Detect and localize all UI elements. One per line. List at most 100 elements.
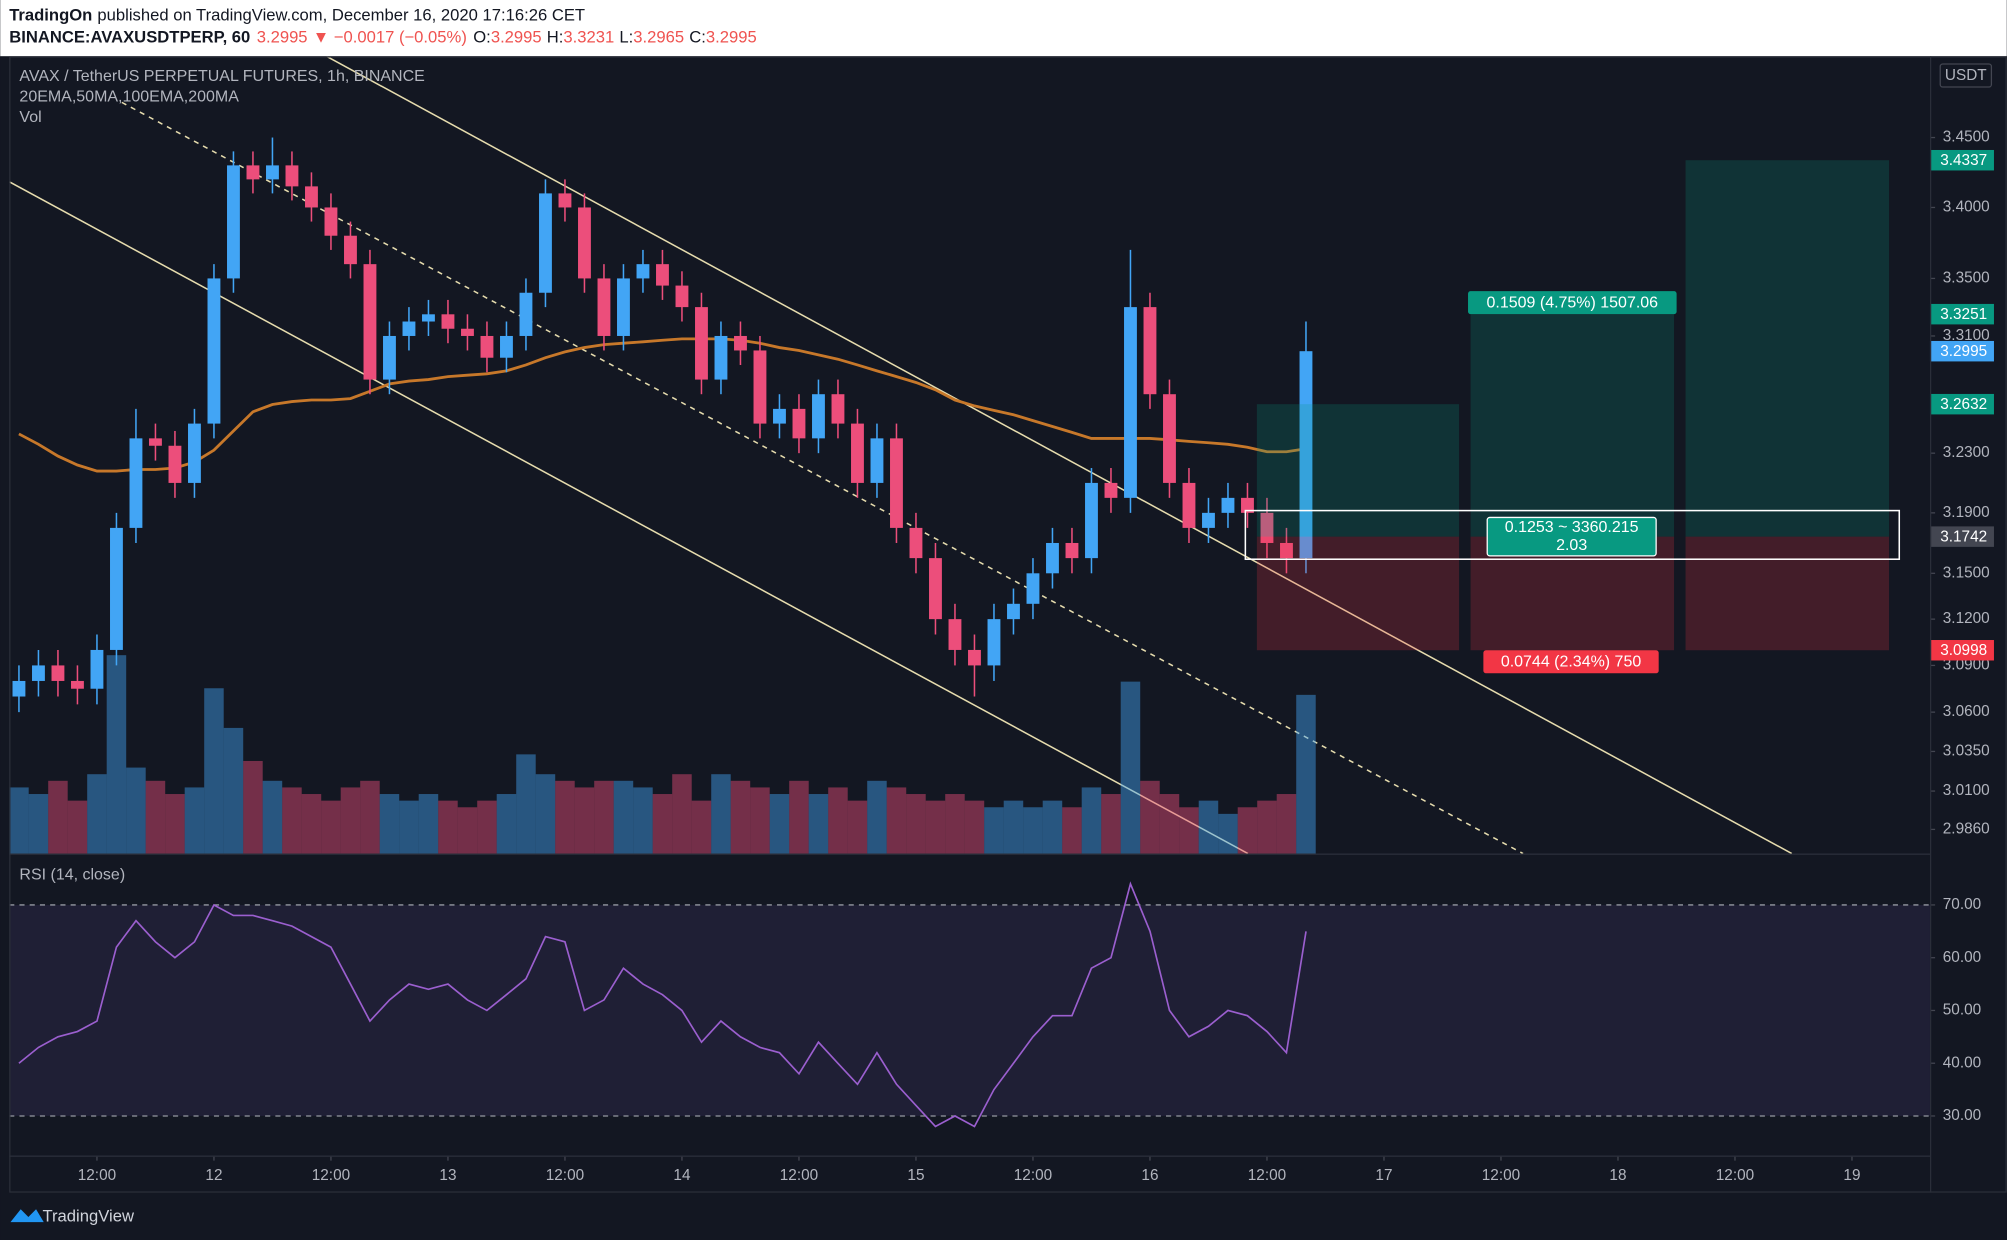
volume-bar (886, 787, 907, 854)
symbol-legend: AVAX / TetherUS PERPETUAL FUTURES, 1h, B… (19, 68, 424, 85)
target-label-bg (1468, 291, 1677, 315)
volume-bar (67, 800, 88, 854)
entry-label-bg (1486, 516, 1657, 557)
volume-bar (1218, 813, 1238, 854)
candle-body (422, 314, 435, 322)
candle-body (753, 350, 767, 424)
volume-bar (769, 794, 790, 854)
volume-bar (574, 787, 595, 854)
candle-body (597, 278, 611, 336)
candle-body (578, 207, 591, 279)
x-tick-label: 17 (1375, 1167, 1392, 1184)
candle-body (285, 165, 299, 187)
x-tick-label: 12:00 (1482, 1167, 1520, 1184)
volume-bar (243, 760, 263, 854)
stop-zone (1685, 536, 1890, 651)
ohlc-key: O: (473, 28, 491, 47)
main-pane (9, 56, 1890, 854)
candle-body (266, 165, 279, 180)
x-tick-label: 12 (205, 1167, 222, 1184)
volume-bar (1276, 794, 1297, 854)
volume-bar (1120, 681, 1141, 854)
price-tag-bg (1929, 340, 1994, 362)
volume-bar (126, 767, 146, 854)
x-tick-label: 18 (1609, 1167, 1626, 1184)
candle-body (1143, 307, 1157, 395)
candle-body (734, 335, 747, 351)
price-tag: 3.2995 (1940, 343, 1987, 360)
y-tick-label: 50.00 (1943, 1002, 1981, 1019)
ohlc-key: H: (547, 28, 564, 47)
volume-bar (964, 800, 985, 854)
stop-label: 0.0744 (2.34%) 750 (1501, 654, 1642, 671)
author: TradingOn (9, 6, 92, 25)
volume-bar (321, 800, 341, 854)
price-tag: 3.2632 (1940, 396, 1987, 413)
candle-body (1299, 351, 1313, 559)
y-tick-label: 2.9860 (1943, 820, 1990, 837)
candle-body (71, 680, 84, 689)
volume-bar (457, 807, 478, 854)
candle-body (909, 527, 923, 559)
y-tick-label: 3.2300 (1943, 444, 1990, 461)
candle-body (168, 445, 182, 483)
rsi-band (9, 904, 1930, 1116)
selection-box (1244, 509, 1901, 560)
chart-bg (0, 56, 2007, 1240)
y-tick-label: 40.00 (1943, 1054, 1981, 1071)
currency-label: USDT (1945, 67, 1987, 84)
x-tick-label: 12:00 (312, 1167, 350, 1184)
entry-label: 2.03 (1556, 537, 1587, 554)
volume-bar (477, 800, 497, 854)
candle-body (1221, 497, 1235, 513)
volume-bar (282, 787, 302, 854)
candle-body (968, 649, 981, 666)
volume-bar (1140, 780, 1160, 854)
volume-bar (594, 780, 614, 854)
y-tick-label: 3.1500 (1943, 564, 1990, 581)
ohlc-key: C: (689, 28, 706, 47)
candle-body (831, 394, 845, 424)
candle-body (1280, 542, 1293, 559)
candle-body (1241, 497, 1254, 513)
candle-body (246, 165, 260, 180)
x-tick-label: 12:00 (780, 1167, 818, 1184)
candle-body (110, 527, 123, 650)
volume-bar (204, 688, 224, 854)
y-tick-label: 3.1900 (1943, 504, 1990, 521)
ohlc-key: L: (619, 28, 633, 47)
candle-body (675, 285, 689, 308)
candle-body (695, 307, 708, 380)
stop-zone (1256, 536, 1460, 651)
target-zone (1470, 314, 1675, 537)
y-tick-label: 70.00 (1943, 896, 1981, 913)
currency-button[interactable] (1939, 63, 1993, 88)
candle-body (890, 438, 903, 528)
candle-body (51, 665, 65, 681)
candle-body (1104, 482, 1118, 498)
candle-body (32, 665, 45, 681)
volume-bar (48, 780, 68, 854)
candle-body (1124, 307, 1137, 498)
volume-bar (438, 800, 458, 854)
candle-body (1026, 573, 1040, 604)
volume-bar (106, 655, 127, 854)
volume-bar (867, 780, 887, 854)
volume-bar (418, 794, 439, 854)
volume-bar (1198, 800, 1219, 854)
volume-bar (340, 787, 361, 854)
candle-body (870, 438, 884, 483)
volume-bar (906, 794, 926, 854)
y-tick-label: 3.0350 (1943, 743, 1990, 760)
candle-body (207, 278, 221, 424)
volume-bar (828, 787, 848, 854)
x-tick-label: 12:00 (78, 1167, 116, 1184)
header-bg (0, 0, 2007, 57)
y-tick-label: 3.3500 (1943, 269, 1990, 286)
y-tick-label: 3.3100 (1943, 327, 1990, 344)
x-tick-label: 19 (1843, 1167, 1860, 1184)
volume-bar (360, 780, 380, 854)
x-tick-label: 13 (439, 1167, 456, 1184)
volume-bar (984, 807, 1004, 854)
candle-body (1046, 542, 1059, 574)
